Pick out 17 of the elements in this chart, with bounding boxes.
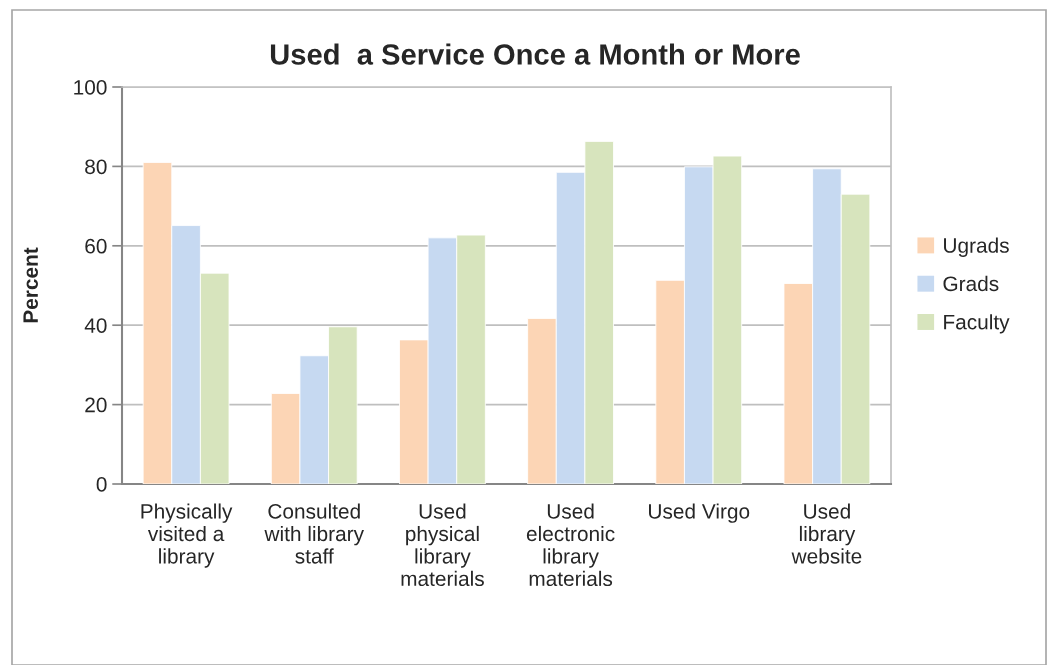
x-tick-label: Used physical library materials — [401, 503, 484, 587]
y-tick-label: 20 — [85, 397, 107, 413]
y-tick-label: 100 — [74, 80, 107, 95]
legend-label: Ugrads — [944, 237, 1009, 257]
legend-label: Faculty — [944, 314, 1010, 334]
x-tick-label: Used Virgo — [649, 503, 750, 523]
y-tick-label: 80 — [85, 159, 107, 175]
y-tick-label: 0 — [96, 477, 107, 492]
legend-label: Grads — [943, 275, 999, 292]
chart-title: Used a Service Once a Month or More — [270, 43, 800, 65]
x-tick-label: Consulted with library staff — [264, 503, 364, 564]
y-tick-label: 40 — [84, 318, 107, 333]
x-tick-label: Physically visited a library — [141, 503, 233, 568]
x-tick-label: Used library website — [791, 503, 862, 564]
y-axis-title: Percent — [23, 247, 38, 323]
x-tick-label: Used electronic library materials — [526, 503, 615, 587]
y-tick-label: 60 — [85, 238, 107, 254]
